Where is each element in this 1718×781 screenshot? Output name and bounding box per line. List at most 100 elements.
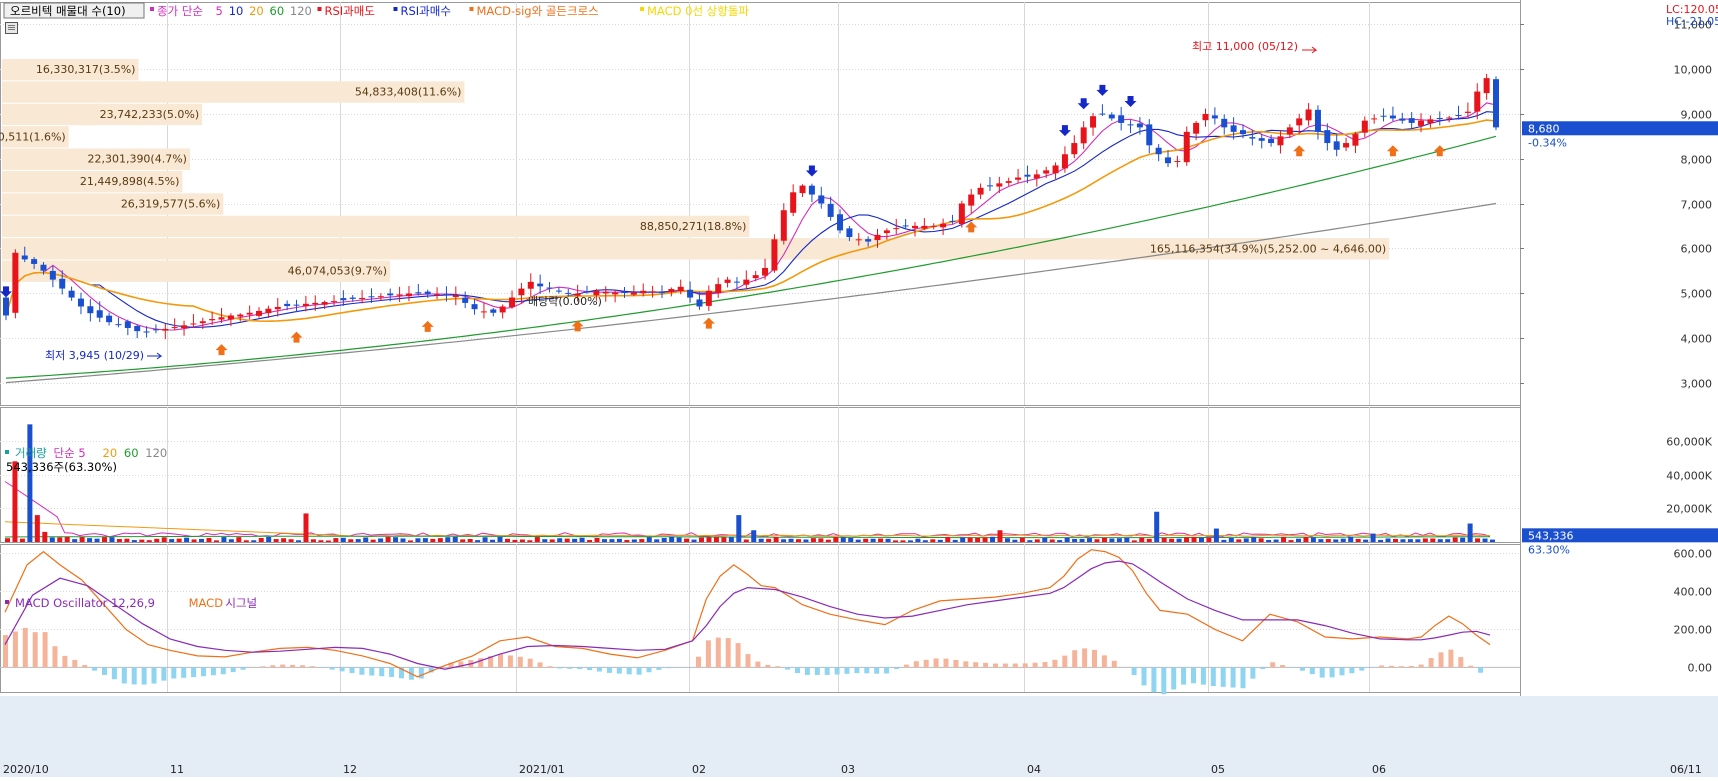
candle-body[interactable] — [172, 327, 178, 328]
volume-bar[interactable] — [1445, 539, 1450, 542]
macd-oscillator-bar[interactable] — [112, 667, 117, 679]
volume-bar[interactable] — [498, 537, 503, 542]
macd-oscillator-bar[interactable] — [498, 654, 503, 667]
macd-oscillator-bar[interactable] — [1349, 667, 1354, 673]
macd-oscillator-bar[interactable] — [1399, 666, 1404, 667]
candle-body[interactable] — [115, 324, 121, 325]
candle-body[interactable] — [706, 291, 712, 306]
volume-bar[interactable] — [475, 540, 480, 542]
volume-bar[interactable] — [483, 537, 488, 542]
volume-bar[interactable] — [863, 539, 868, 542]
macd-oscillator-bar[interactable] — [33, 632, 38, 667]
macd-oscillator-bar[interactable] — [845, 667, 850, 673]
candle-body[interactable] — [12, 253, 18, 313]
macd-oscillator-bar[interactable] — [1013, 664, 1018, 668]
macd-oscillator-bar[interactable] — [983, 663, 988, 667]
candle-body[interactable] — [331, 301, 337, 302]
candle-body[interactable] — [472, 304, 478, 309]
macd-oscillator-bar[interactable] — [92, 667, 97, 670]
volume-bar[interactable] — [274, 539, 279, 542]
volume-bar[interactable] — [1020, 538, 1025, 542]
macd-oscillator-bar[interactable] — [785, 667, 790, 669]
macd-oscillator-bar[interactable] — [191, 667, 196, 677]
macd-oscillator-bar[interactable] — [746, 654, 751, 667]
volume-bar[interactable] — [468, 539, 473, 542]
candle-body[interactable] — [987, 185, 993, 186]
volume-bar[interactable] — [848, 538, 853, 542]
candle-body[interactable] — [884, 230, 890, 233]
volume-bar[interactable] — [229, 539, 234, 542]
macd-oscillator-bar[interactable] — [310, 666, 315, 667]
volume-bar[interactable] — [1333, 539, 1338, 542]
macd-oscillator-bar[interactable] — [161, 667, 166, 680]
macd-oscillator-bar[interactable] — [1280, 665, 1285, 667]
macd-oscillator-bar[interactable] — [815, 667, 820, 675]
candle-body[interactable] — [1184, 132, 1190, 162]
volume-bar[interactable] — [57, 537, 62, 542]
volume-bar[interactable] — [811, 538, 816, 542]
volume-bar[interactable] — [938, 540, 943, 542]
candle-body[interactable] — [368, 296, 374, 297]
macd-oscillator-bar[interactable] — [330, 667, 335, 669]
macd-oscillator-bar[interactable] — [567, 667, 572, 668]
macd-oscillator-bar[interactable] — [617, 667, 622, 673]
macd-oscillator-bar[interactable] — [1062, 656, 1067, 668]
volume-bar[interactable] — [1244, 538, 1249, 542]
volume-bar[interactable] — [923, 540, 928, 542]
volume-bar[interactable] — [1386, 538, 1391, 542]
candle-body[interactable] — [809, 186, 815, 195]
volume-bar[interactable] — [960, 537, 965, 542]
volume-bar[interactable] — [139, 540, 144, 542]
candle-body[interactable] — [1174, 161, 1180, 162]
macd-oscillator-bar[interactable] — [518, 657, 523, 668]
candle-body[interactable] — [1362, 121, 1368, 133]
volume-bar[interactable] — [803, 540, 808, 542]
macd-oscillator-bar[interactable] — [152, 667, 157, 683]
candle-body[interactable] — [387, 293, 393, 295]
candle-body[interactable] — [1409, 118, 1415, 123]
macd-oscillator-bar[interactable] — [419, 667, 424, 678]
volume-bar[interactable] — [236, 537, 241, 542]
macd-oscillator-bar[interactable] — [1231, 667, 1236, 687]
macd-oscillator-bar[interactable] — [1211, 667, 1216, 686]
volume-bar[interactable] — [244, 540, 249, 542]
candle-body[interactable] — [1024, 175, 1030, 177]
macd-oscillator-bar[interactable] — [1379, 665, 1384, 667]
candle-body[interactable] — [1053, 165, 1059, 173]
macd-oscillator-bar[interactable] — [755, 662, 760, 668]
volume-bar[interactable] — [1042, 538, 1047, 542]
volume-bar[interactable] — [632, 539, 637, 542]
volume-bar[interactable] — [1266, 540, 1271, 542]
candle-body[interactable] — [69, 291, 75, 298]
volume-bar[interactable] — [841, 537, 846, 542]
volume-bar[interactable] — [512, 540, 517, 542]
macd-oscillator-bar[interactable] — [805, 667, 810, 675]
candle-body[interactable] — [322, 302, 328, 305]
candle-body[interactable] — [1399, 119, 1405, 121]
candle-body[interactable] — [790, 192, 796, 212]
candle-body[interactable] — [1334, 141, 1340, 149]
volume-bar[interactable] — [1378, 540, 1383, 542]
candle-body[interactable] — [1456, 115, 1462, 116]
volume-bar[interactable] — [1139, 538, 1144, 542]
macd-oscillator-bar[interactable] — [241, 667, 246, 669]
volume-bar[interactable] — [192, 539, 197, 542]
candle-body[interactable] — [940, 224, 946, 228]
volume-bar[interactable] — [27, 424, 32, 542]
volume-bar[interactable] — [878, 539, 883, 542]
candle-body[interactable] — [1090, 116, 1096, 127]
volume-bar[interactable] — [1214, 529, 1219, 542]
candle-body[interactable] — [50, 271, 56, 280]
volume-bar[interactable] — [1348, 537, 1353, 542]
macd-oscillator-bar[interactable] — [666, 667, 671, 668]
volume-bar[interactable] — [1162, 538, 1167, 542]
candle-body[interactable] — [125, 321, 131, 328]
candle-body[interactable] — [1324, 130, 1330, 143]
volume-bar[interactable] — [132, 540, 137, 542]
volume-bar[interactable] — [662, 538, 667, 542]
macd-oscillator-bar[interactable] — [904, 665, 909, 668]
volume-bar[interactable] — [1169, 539, 1174, 542]
volume-bar[interactable] — [341, 538, 346, 542]
candle-body[interactable] — [415, 292, 421, 293]
volume-bar[interactable] — [624, 540, 629, 542]
